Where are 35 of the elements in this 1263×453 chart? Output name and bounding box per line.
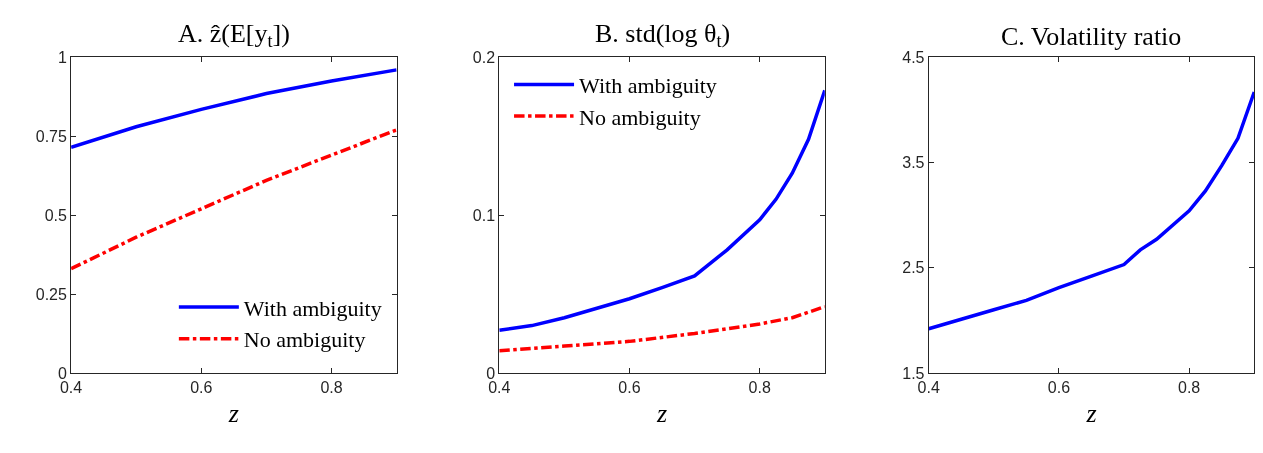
x-axis-title: z — [227, 398, 239, 428]
y-tick-label: 4.5 — [902, 48, 925, 66]
y-tick-label: 0 — [486, 364, 496, 382]
x-axis-title: z — [655, 398, 668, 428]
x-tick-label: 0.4 — [59, 379, 83, 397]
y-tick-label: 0.5 — [44, 206, 67, 224]
y-tick-label: 0.2 — [472, 48, 496, 66]
y-tick-label: 0 — [57, 364, 67, 382]
y-tick-label: 0.25 — [35, 285, 67, 303]
line-series — [71, 128, 397, 271]
x-tick-label: 0.8 — [748, 379, 771, 397]
x-tick-label: 0.4 — [488, 379, 511, 397]
chart-title: A. ẑ(E[y$_{t}$]) — [178, 19, 290, 52]
line-series — [928, 90, 1255, 331]
y-tick-label: 3.5 — [902, 154, 925, 172]
line-series — [71, 68, 397, 149]
y-tick-label: 1 — [57, 48, 67, 66]
legend-label: With ambiguity — [579, 72, 717, 98]
x-tick-label: 0.6 — [1047, 379, 1071, 397]
chart-title: B. std(log θ$_{t}$) — [595, 19, 731, 52]
y-tick-label: 0.1 — [472, 206, 496, 224]
legend-label: No ambiguity — [243, 327, 366, 353]
x-tick-label: 0.6 — [618, 379, 641, 397]
legend-label: No ambiguity — [579, 104, 701, 130]
y-tick-label: 2.5 — [902, 259, 925, 277]
chart-title: C. Volatility ratio — [1001, 22, 1182, 51]
x-tick-label: 0.8 — [320, 379, 343, 397]
y-tick-label: 0.75 — [35, 127, 67, 145]
x-tick-label: 0.8 — [1178, 379, 1201, 397]
y-tick-label: 1.5 — [902, 364, 925, 382]
x-tick-label: 0.6 — [190, 379, 213, 397]
line-series — [499, 304, 825, 353]
legend-label: With ambiguity — [243, 295, 382, 321]
x-tick-label: 0.4 — [917, 379, 940, 397]
x-axis-title: z — [1085, 398, 1097, 428]
